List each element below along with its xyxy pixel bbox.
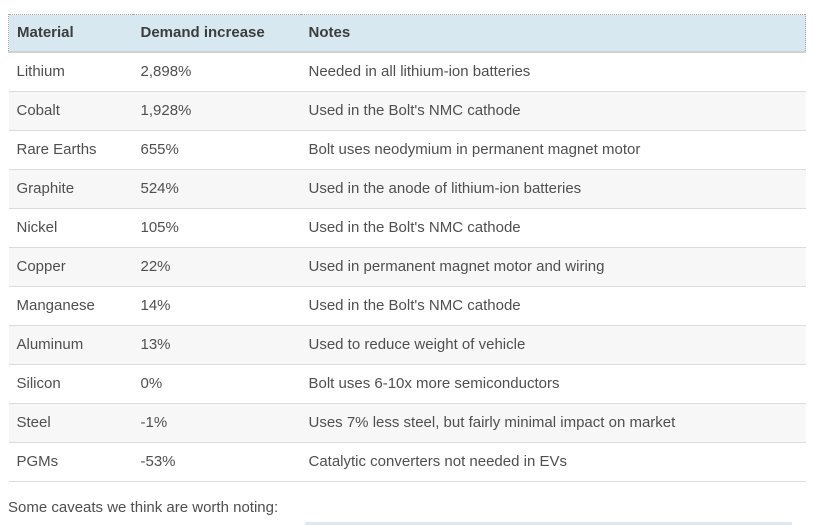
table-row: Cobalt 1,928% Used in the Bolt's NMC catho… (8, 91, 806, 131)
cell-material: Copper (8, 247, 133, 287)
cell-demand-increase: 13% (132, 325, 301, 365)
next-section-top-edge (305, 522, 792, 525)
table-header: Material Demand increase Notes (8, 14, 806, 53)
cell-notes: Used in the Bolt's NMC cathode (300, 208, 806, 248)
table-row: Manganese 14% Used in the Bolt's NMC catho… (8, 286, 806, 326)
cell-material: PGMs (8, 442, 133, 482)
cell-material: Lithium (8, 52, 133, 92)
cell-demand-increase: 14% (132, 286, 301, 326)
cell-material: Nickel (8, 208, 133, 248)
table-row: Steel -1% Uses 7% less steel, but fairly m… (8, 403, 806, 443)
cell-demand-increase: 22% (132, 247, 301, 287)
column-header-notes: Notes (300, 14, 806, 53)
table-row: Nickel 105% Used in the Bolt's NMC cathode (8, 208, 806, 248)
cell-material: Graphite (8, 169, 133, 209)
cell-material: Silicon (8, 364, 133, 404)
table-row: Lithium 2,898% Needed in all lithium-ion b… (8, 52, 806, 92)
table-body: Lithium 2,898% Needed in all lithium-ion b… (8, 52, 806, 482)
cell-notes: Used in the anode of lithium-ion batteri… (300, 169, 806, 209)
cell-material: Manganese (8, 286, 133, 326)
cell-demand-increase: 2,898% (132, 52, 301, 92)
cell-notes: Bolt uses 6-10x more semiconductors (300, 364, 806, 404)
cell-notes: Used in permanent magnet motor and wirin… (300, 247, 806, 287)
table-header-row: Material Demand increase Notes (8, 14, 806, 53)
cell-demand-increase: -53% (132, 442, 301, 482)
cell-notes: Used in the Bolt's NMC cathode (300, 286, 806, 326)
table-row: Silicon 0% Bolt uses 6-10x more semiconduc… (8, 364, 806, 404)
cell-notes: Bolt uses neodymium in permanent magnet … (300, 130, 806, 170)
cell-demand-increase: 105% (132, 208, 301, 248)
cell-notes: Uses 7% less steel, but fairly minimal i… (300, 403, 806, 443)
cell-material: Steel (8, 403, 133, 443)
cell-material: Cobalt (8, 91, 133, 131)
cell-notes: Catalytic converters not needed in EVs (300, 442, 806, 482)
caveats-intro-text: Some caveats we think are worth noting: (8, 499, 279, 516)
column-header-material: Material (8, 14, 133, 53)
table-row: PGMs -53% Catalytic converters not needed … (8, 442, 806, 482)
table-row: Copper 22% Used in permanent magnet motor … (8, 247, 806, 287)
cell-demand-increase: 655% (132, 130, 301, 170)
cell-demand-increase: 524% (132, 169, 301, 209)
cell-demand-increase: 0% (132, 364, 301, 404)
cell-notes: Used in the Bolt's NMC cathode (300, 91, 806, 131)
column-header-demand-increase: Demand increase (132, 14, 301, 53)
cell-demand-increase: 1,928% (132, 91, 301, 131)
table-row: Graphite 524% Used in the anode of lithium… (8, 169, 806, 209)
table-row: Rare Earths 655% Bolt uses neodymium in pe… (8, 130, 806, 170)
cell-material: Rare Earths (8, 130, 133, 170)
cell-notes: Needed in all lithium-ion batteries (300, 52, 806, 92)
material-demand-table: Material Demand increase Notes Lithium 2,… (8, 14, 806, 482)
table-row: Aluminum 13% Used to reduce weight of vehi… (8, 325, 806, 365)
cell-notes: Used to reduce weight of vehicle (300, 325, 806, 365)
cell-material: Aluminum (8, 325, 133, 365)
cell-demand-increase: -1% (132, 403, 301, 443)
